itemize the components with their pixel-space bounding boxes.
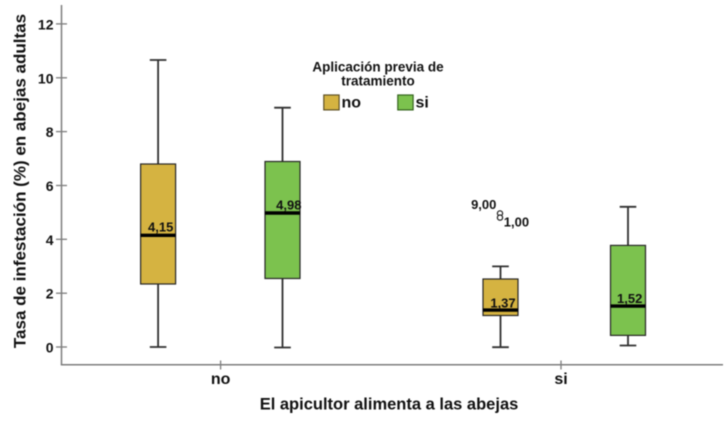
- svg-text:Aplicación previa de: Aplicación previa de: [312, 60, 444, 75]
- svg-text:10: 10: [38, 70, 54, 86]
- svg-text:no: no: [342, 95, 362, 112]
- svg-text:0: 0: [46, 340, 54, 356]
- svg-text:1,00: 1,00: [504, 214, 529, 229]
- svg-text:si: si: [416, 95, 429, 112]
- svg-text:1,37: 1,37: [490, 295, 515, 310]
- svg-text:1,52: 1,52: [617, 291, 642, 306]
- svg-text:si: si: [554, 371, 567, 388]
- svg-text:4: 4: [46, 232, 54, 248]
- svg-text:8: 8: [46, 124, 54, 140]
- svg-text:4,15: 4,15: [148, 219, 173, 234]
- svg-text:6: 6: [46, 178, 54, 194]
- svg-text:El apicultor alimenta a las ab: El apicultor alimenta a las abejas: [260, 396, 519, 414]
- svg-text:12: 12: [38, 16, 54, 32]
- svg-text:4,98: 4,98: [276, 197, 301, 212]
- svg-text:no: no: [211, 371, 231, 388]
- svg-text:tratamiento: tratamiento: [341, 74, 415, 89]
- svg-text:Tasa de infestación (%) en abe: Tasa de infestación (%) en abejas adulta…: [11, 14, 30, 348]
- svg-text:2: 2: [46, 286, 54, 302]
- svg-text:9,00: 9,00: [471, 197, 496, 212]
